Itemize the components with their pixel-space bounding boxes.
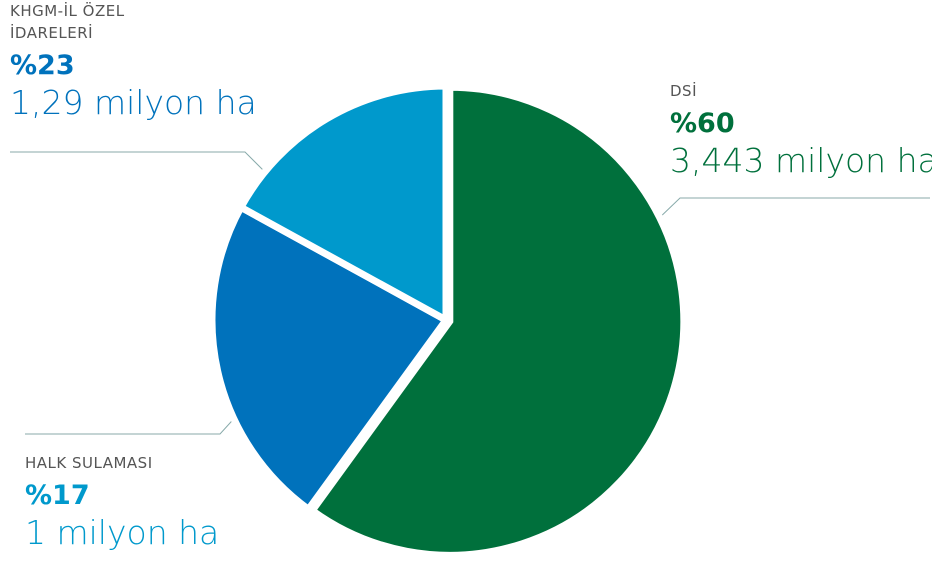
- pie-slice: [307, 83, 688, 559]
- annotation: 1,29 milyon ha: [10, 83, 257, 122]
- annotation: 1 milyon ha: [25, 513, 220, 552]
- slice-name: HALK SULAMASI: [25, 454, 153, 472]
- leader-line: [25, 411, 241, 435]
- value-label: %60: [670, 108, 735, 139]
- annotation: 3,443 milyon ha: [670, 141, 932, 180]
- slice-name: KHGM-İL ÖZEL İDARELERİ: [10, 2, 125, 42]
- value-label: %23: [10, 50, 75, 81]
- pie-slice: [236, 82, 450, 326]
- slice-name: DSİ: [670, 82, 697, 100]
- leader-line: [654, 197, 930, 223]
- leader-line: [10, 151, 266, 173]
- value-label: %17: [25, 480, 90, 511]
- pie-slice: [208, 202, 452, 515]
